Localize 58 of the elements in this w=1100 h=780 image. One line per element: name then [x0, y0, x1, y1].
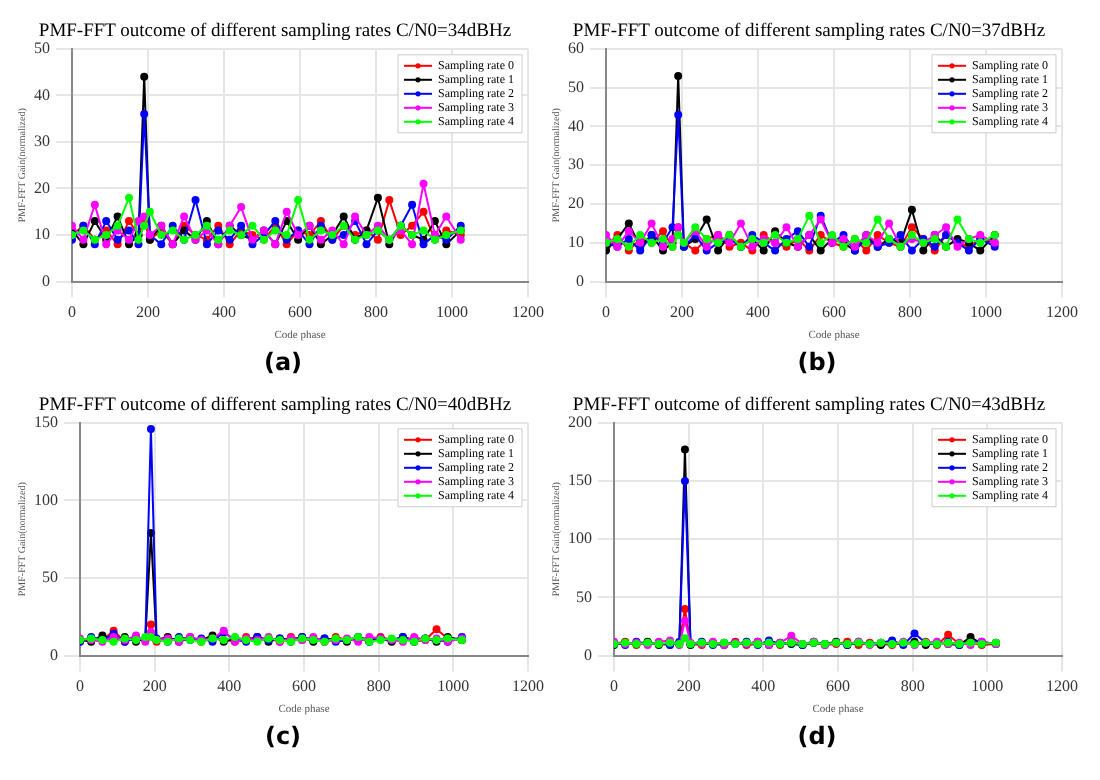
y-tick-label: 30: [568, 155, 584, 174]
x-tick-label: 400: [217, 677, 242, 696]
y-tick-label: 0: [584, 645, 592, 664]
x-tick-label: 800: [364, 303, 388, 322]
text: (d): [795, 720, 839, 754]
y-tick-label: 10: [568, 232, 584, 251]
chart-title: PMF-FFT outcome of different sampling rates C/N0=43dBHz: [572, 396, 1046, 417]
x-tick-label: 400: [212, 303, 236, 322]
x-tick-label: 600: [822, 303, 846, 322]
x-tick-label: 0: [602, 303, 610, 322]
x-tick-label: 600: [288, 303, 312, 322]
y-tick-label: 40: [568, 116, 584, 135]
y-tick-label: 10: [34, 225, 50, 244]
y-tick-label: 50: [568, 77, 584, 96]
y-tick-label: 100: [34, 490, 58, 509]
x-tick-label: 600: [292, 677, 316, 696]
chart-title: PMF-FFT outcome of different sampling rates C/N0=34dBHz: [38, 22, 512, 43]
chart-title: PMF-FFT outcome of different sampling rates C/N0=40dBHz: [38, 396, 512, 417]
x-tick-label: 1000: [971, 677, 1004, 696]
x-tick-label: 1200: [512, 303, 544, 322]
y-tick-label: 30: [34, 132, 50, 151]
y-tick-label: 0: [50, 645, 58, 664]
x-tick-label: 1200: [1046, 677, 1078, 696]
x-tick-label: 600: [826, 677, 850, 696]
y-tick-label: 20: [568, 194, 584, 213]
chart-title: PMF-FFT outcome of different sampling rates C/N0=37dBHz: [572, 22, 1046, 43]
y-tick-label: 0: [576, 271, 584, 290]
y-tick-label: 50: [34, 38, 50, 57]
x-tick-label: 200: [676, 677, 701, 696]
x-tick-label: 1000: [437, 677, 470, 696]
text: (b): [795, 346, 839, 380]
x-tick-label: 1000: [436, 303, 468, 322]
x-tick-label: 200: [670, 303, 694, 322]
y-tick-label: 100: [568, 529, 592, 548]
y-tick-label: 200: [568, 412, 592, 431]
x-tick-label: 0: [68, 303, 76, 322]
x-tick-label: 800: [900, 677, 925, 696]
x-tick-label: 400: [751, 677, 776, 696]
x-tick-label: 0: [610, 677, 618, 696]
y-tick-label: 50: [576, 587, 592, 606]
y-tick-label: 60: [568, 38, 584, 57]
x-tick-label: 200: [136, 303, 160, 322]
x-tick-label: 800: [366, 677, 391, 696]
text: (a): [261, 346, 305, 380]
y-tick-label: 50: [42, 568, 58, 587]
y-tick-label: 150: [34, 412, 58, 431]
y-tick-label: 0: [42, 271, 50, 290]
x-tick-label: 200: [142, 677, 167, 696]
x-tick-label: 0: [76, 677, 84, 696]
x-tick-label: 400: [746, 303, 770, 322]
y-tick-label: 20: [34, 178, 50, 197]
y-tick-label: 40: [34, 85, 50, 104]
x-tick-label: 800: [898, 303, 922, 322]
x-tick-label: 1200: [1046, 303, 1078, 322]
x-tick-label: 1200: [512, 677, 544, 696]
x-tick-label: 1000: [970, 303, 1002, 322]
y-tick-label: 150: [568, 471, 592, 490]
text: (c): [262, 720, 304, 754]
